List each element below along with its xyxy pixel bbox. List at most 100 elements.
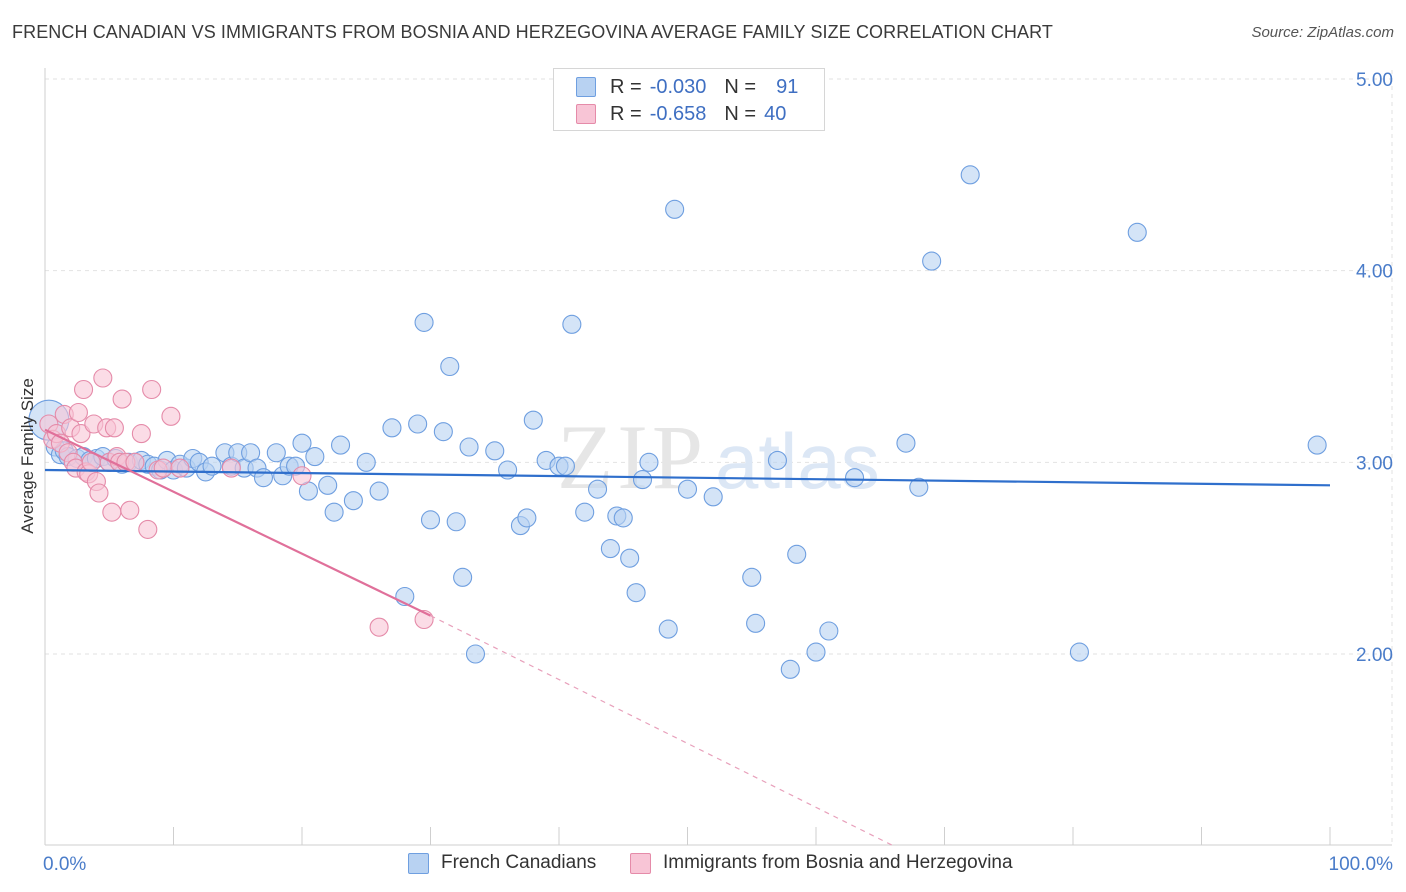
legend-row-french-canadians: R = -0.030 N = 91 <box>576 75 798 99</box>
point-french-canadians-67 <box>575 502 595 522</box>
trend-line-bosnia-extension <box>430 615 894 847</box>
point-french-canadians-78 <box>677 479 698 499</box>
legend-swatch-blue <box>576 77 596 97</box>
point-french-canadians-42 <box>324 502 344 522</box>
y-tick-label-1: 3.00 <box>1356 453 1393 474</box>
point-bosnia-18 <box>93 368 113 388</box>
point-french-canadians-49 <box>408 414 428 434</box>
legend-n-label: N = <box>724 102 757 125</box>
legend-n-label: N = <box>724 75 757 98</box>
point-french-canadians-62 <box>523 410 543 430</box>
point-french-canadians-61 <box>517 508 537 528</box>
watermark-atlas: atlas <box>715 417 880 505</box>
y-tick-label-2: 4.00 <box>1356 262 1393 283</box>
trend-line-bosnia <box>44 428 431 617</box>
point-french-canadians-85 <box>806 642 826 662</box>
x-tick-label-0: 0.0% <box>43 854 86 875</box>
legend-r-label: R = <box>610 75 642 98</box>
legend: R = -0.030 N = 91 R = -0.658 N = 40 <box>553 68 825 131</box>
chart-title: FRENCH CANADIAN VS IMMIGRANTS FROM BOSNI… <box>12 22 1054 42</box>
point-bosnia-11 <box>74 379 94 400</box>
point-french-canadians-65 <box>555 456 575 476</box>
bottom-legend-label-french-canadians: French Canadians <box>441 852 597 873</box>
trend-line-french-canadians <box>44 468 1331 487</box>
y-tick-labels: 2.00 3.00 4.00 5.00 <box>1356 70 1393 666</box>
point-french-canadians-72 <box>620 548 640 568</box>
point-french-canadians-54 <box>446 512 466 532</box>
point-french-canadians-84 <box>787 544 807 564</box>
point-french-canadians-93 <box>1127 222 1147 242</box>
point-french-canadians-56 <box>459 437 479 457</box>
point-french-canadians-82 <box>767 450 788 470</box>
point-bosnia-21 <box>102 502 122 522</box>
point-bosnia-36 <box>221 458 241 478</box>
point-bosnia-31 <box>142 379 162 400</box>
bottom-legend-swatch-blue <box>408 852 429 874</box>
point-french-canadians-75 <box>639 452 659 472</box>
point-french-canadians-71 <box>613 508 633 528</box>
x-tick-label-1: 100.0% <box>1329 854 1394 875</box>
point-french-canadians-47 <box>382 418 402 438</box>
point-french-canadians-58 <box>485 441 505 461</box>
point-french-canadians-45 <box>356 452 376 472</box>
legend-row-bosnia: R = -0.658 N = 40 <box>576 102 786 126</box>
point-french-canadians-90 <box>922 251 942 271</box>
series-bosnia-herzegovina <box>39 368 434 637</box>
point-french-canadians-57 <box>465 644 486 664</box>
point-bosnia-25 <box>112 389 132 409</box>
y-tick-label-3: 5.00 <box>1356 70 1393 91</box>
point-french-canadians-50 <box>414 312 434 332</box>
point-french-canadians-87 <box>844 468 865 488</box>
trend-lines <box>44 428 1331 847</box>
y-axis-label: Average Family Size <box>18 378 37 534</box>
point-french-canadians-92 <box>1069 642 1089 662</box>
x-tick-labels: 0.0% 100.0% <box>43 854 1393 875</box>
point-bosnia-33 <box>153 458 173 478</box>
bottom-legend-item-bosnia: Immigrants from Bosnia and Herzegovina <box>630 852 1013 874</box>
point-french-canadians-81 <box>746 613 766 633</box>
point-bosnia-22 <box>104 418 124 438</box>
point-french-canadians-33 <box>253 468 274 488</box>
legend-r-value: -0.658 <box>649 102 707 125</box>
legend-r-label: R = <box>610 102 642 125</box>
point-french-canadians-38 <box>292 433 312 453</box>
point-bosnia-17 <box>89 483 109 503</box>
point-french-canadians-94 <box>1307 435 1327 455</box>
point-french-canadians-51 <box>420 510 441 530</box>
point-french-canadians-68 <box>587 479 608 499</box>
gridlines <box>45 70 1393 845</box>
point-french-canadians-26 <box>202 456 222 476</box>
point-french-canadians-77 <box>665 199 685 219</box>
point-french-canadians-88 <box>896 433 916 453</box>
point-french-canadians-83 <box>780 659 800 679</box>
legend-n-value: 91 <box>776 75 799 98</box>
axes <box>44 68 1392 846</box>
point-french-canadians-46 <box>369 481 389 501</box>
point-bosnia-30 <box>138 519 158 539</box>
point-bosnia-9 <box>68 402 88 423</box>
legend-swatch-pink <box>576 104 596 124</box>
point-french-canadians-89 <box>909 477 929 497</box>
point-bosnia-38 <box>369 617 389 637</box>
point-french-canadians-41 <box>318 475 338 495</box>
point-french-canadians-53 <box>440 356 460 377</box>
bottom-legend-swatch-pink <box>630 852 651 874</box>
point-french-canadians-91 <box>960 165 980 185</box>
y-tick-label-0: 2.00 <box>1356 645 1393 666</box>
legend-r-value: -0.030 <box>649 75 707 98</box>
point-bosnia-29 <box>131 424 151 444</box>
point-french-canadians-86 <box>819 621 839 641</box>
point-french-canadians-34 <box>266 443 286 463</box>
point-french-canadians-76 <box>658 619 678 639</box>
point-french-canadians-74 <box>632 470 653 490</box>
point-bosnia-37 <box>292 466 312 486</box>
point-french-canadians-80 <box>742 567 762 587</box>
point-french-canadians-43 <box>330 435 351 455</box>
bottom-legend-item-french-canadians: French Canadians <box>408 852 596 874</box>
bottom-legend-label-bosnia: Immigrants from Bosnia and Herzegovina <box>663 852 1013 873</box>
point-french-canadians-66 <box>562 314 582 334</box>
bottom-legend: French Canadians Immigrants from Bosnia … <box>0 852 1406 878</box>
point-bosnia-34 <box>161 406 181 426</box>
legend-n-value: 40 <box>764 102 787 125</box>
